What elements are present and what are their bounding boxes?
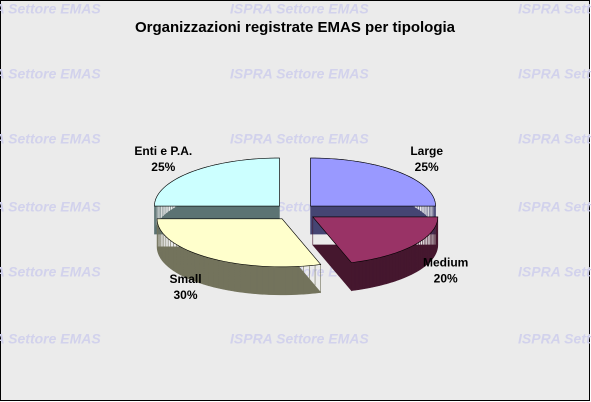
slice-label: Large <box>410 144 443 158</box>
watermark: ISPRA Settore EMAS <box>0 1 101 17</box>
watermark: ISPRA Settore EMAS <box>0 66 101 82</box>
watermark: ISPRA Settore EMAS <box>230 1 369 17</box>
value-label: 25% <box>151 160 175 174</box>
value-label: 25% <box>415 160 439 174</box>
watermark: ISPRA Settore EMAS <box>230 66 369 82</box>
slice-label: Medium <box>423 256 468 270</box>
watermark: ISPRA Settore EMAS <box>0 264 101 280</box>
watermark: ISPRA Settore EMAS <box>518 331 591 347</box>
slice <box>310 157 436 207</box>
value-label: 20% <box>434 272 458 286</box>
watermark: ISPRA Settore EMAS <box>518 1 591 17</box>
watermark: ISPRA Settore EMAS <box>0 131 101 147</box>
slice-label: Small <box>170 272 202 286</box>
watermark: ISPRA Settore EMAS <box>518 131 591 147</box>
watermark: ISPRA Settore EMAS <box>518 199 591 215</box>
slice-label: Enti e P.A. <box>134 144 192 158</box>
watermark: ISPRA Settore EMAS <box>230 331 369 347</box>
watermark: ISPRA Settore EMAS <box>518 264 591 280</box>
chart-title: Organizzazioni registrate EMAS per tipol… <box>135 19 456 36</box>
watermark: ISPRA Settore EMAS <box>518 66 591 82</box>
watermark: ISPRA Settore EMAS <box>0 331 101 347</box>
value-label: 30% <box>174 288 198 302</box>
watermark: ISPRA Settore EMAS <box>230 131 369 147</box>
slice <box>156 218 322 268</box>
slice <box>312 216 439 263</box>
watermark: ISPRA Settore EMAS <box>0 199 101 215</box>
pie: Large 25% Medium 20% Small 30% Enti e P.A. 25% <box>134 144 468 302</box>
slice <box>154 157 280 207</box>
